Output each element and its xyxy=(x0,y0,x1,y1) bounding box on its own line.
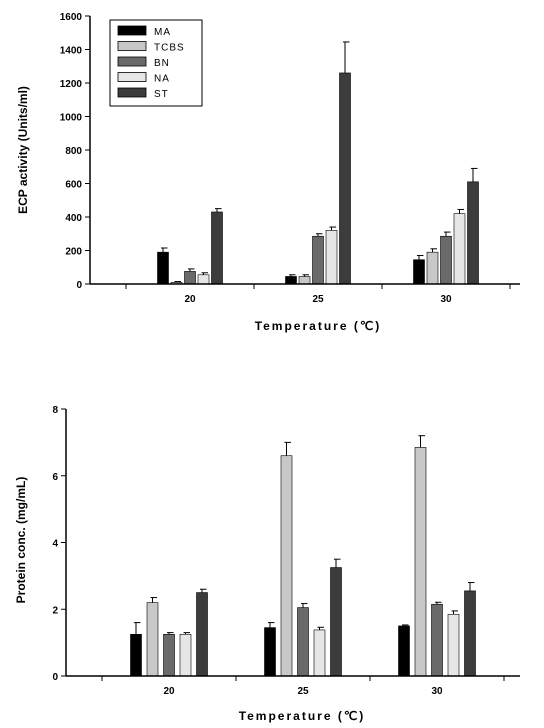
bar-ma-30 xyxy=(413,259,425,285)
x-tick-label: 30 xyxy=(431,686,443,697)
bar-ma-25 xyxy=(264,627,276,677)
bar-tcbs-25 xyxy=(280,455,293,677)
bar-na-25 xyxy=(325,230,338,285)
y-tick-label: 4 xyxy=(52,539,58,550)
bar-bn-25 xyxy=(297,607,309,677)
ecp-activity-chart: 0 200 400 600 800 1000 1200 1400 1600 20 25 30 Tem… xyxy=(16,12,520,333)
c1-bars xyxy=(157,41,479,285)
legend-label-st: ST xyxy=(154,89,169,100)
x-tick-label: 20 xyxy=(184,294,196,305)
legend-swatch-ma xyxy=(117,25,147,36)
legend-label-tcbs: TCBS xyxy=(154,43,185,54)
c1-y-ticks: 0 200 400 600 800 1000 1200 1400 1600 xyxy=(60,12,90,291)
x-tick-label: 20 xyxy=(163,686,175,697)
c2-x-ticks: 20 25 30 xyxy=(101,676,505,697)
legend-swatch-st xyxy=(117,87,147,98)
y-tick-label: 400 xyxy=(65,213,82,224)
c2-bars xyxy=(130,435,476,677)
legend-label-bn: BN xyxy=(154,58,170,69)
legend-label-na: NA xyxy=(154,74,170,85)
bar-na-25 xyxy=(313,629,326,677)
bar-st-25 xyxy=(330,567,342,677)
bar-na-30 xyxy=(453,213,466,285)
bar-bn-25 xyxy=(312,235,324,285)
bar-bn-30 xyxy=(440,235,452,285)
protein-conc-chart: 0 2 4 6 8 20 25 30 Temperature (℃) Protein con… xyxy=(14,405,520,723)
y-tick-label: 8 xyxy=(52,405,58,416)
x-tick-label: 25 xyxy=(297,686,309,697)
y-tick-label: 0 xyxy=(76,280,82,291)
legend-swatch-bn xyxy=(117,56,147,67)
c2-y-ticks: 0 2 4 6 8 xyxy=(52,405,66,683)
bar-st-20 xyxy=(211,211,223,285)
bar-tcbs-30 xyxy=(414,447,427,677)
legend-label-ma: MA xyxy=(154,27,171,38)
bar-tcbs-20 xyxy=(146,602,159,677)
bar-na-20 xyxy=(197,274,210,285)
y-tick-label: 6 xyxy=(52,472,58,483)
x-tick-label: 25 xyxy=(312,294,324,305)
x-tick-label: 30 xyxy=(440,294,452,305)
bar-na-20 xyxy=(179,633,192,677)
y-tick-label: 0 xyxy=(52,672,58,683)
bar-ma-20 xyxy=(130,633,142,677)
bar-bn-30 xyxy=(431,603,443,677)
c1-legend: MA TCBS BN NA ST xyxy=(109,19,203,107)
y-tick-label: 1000 xyxy=(60,113,83,124)
y-tick-label: 800 xyxy=(65,146,82,157)
bar-st-30 xyxy=(464,590,476,677)
c2-x-axis-label: Temperature (℃) xyxy=(239,709,366,723)
c1-y-axis-label: ECP activity (Units/ml) xyxy=(16,86,30,214)
bar-st-20 xyxy=(196,592,208,677)
bar-ma-30 xyxy=(398,625,410,677)
bar-na-30 xyxy=(447,613,460,677)
bar-bn-20 xyxy=(163,633,175,677)
bar-st-25 xyxy=(339,72,351,285)
bar-ma-20 xyxy=(157,251,169,285)
bar-tcbs-25 xyxy=(298,276,311,285)
bar-ma-25 xyxy=(285,276,297,285)
bar-bn-20 xyxy=(184,271,196,285)
bar-tcbs-30 xyxy=(426,251,439,285)
legend-swatch-tcbs xyxy=(117,41,147,51)
bar-st-30 xyxy=(467,181,479,285)
legend-swatch-na xyxy=(117,72,147,82)
c1-x-axis-label: Temperature (℃) xyxy=(255,319,382,333)
y-tick-label: 1600 xyxy=(60,12,83,23)
c1-x-ticks: 20 25 30 xyxy=(125,284,511,305)
y-tick-label: 200 xyxy=(65,247,82,258)
c2-y-axis-label: Protein conc. (mg/mL) xyxy=(14,477,28,604)
y-tick-label: 600 xyxy=(65,180,82,191)
y-tick-label: 1200 xyxy=(60,79,83,90)
y-tick-label: 1400 xyxy=(60,46,83,57)
y-tick-label: 2 xyxy=(52,605,58,616)
